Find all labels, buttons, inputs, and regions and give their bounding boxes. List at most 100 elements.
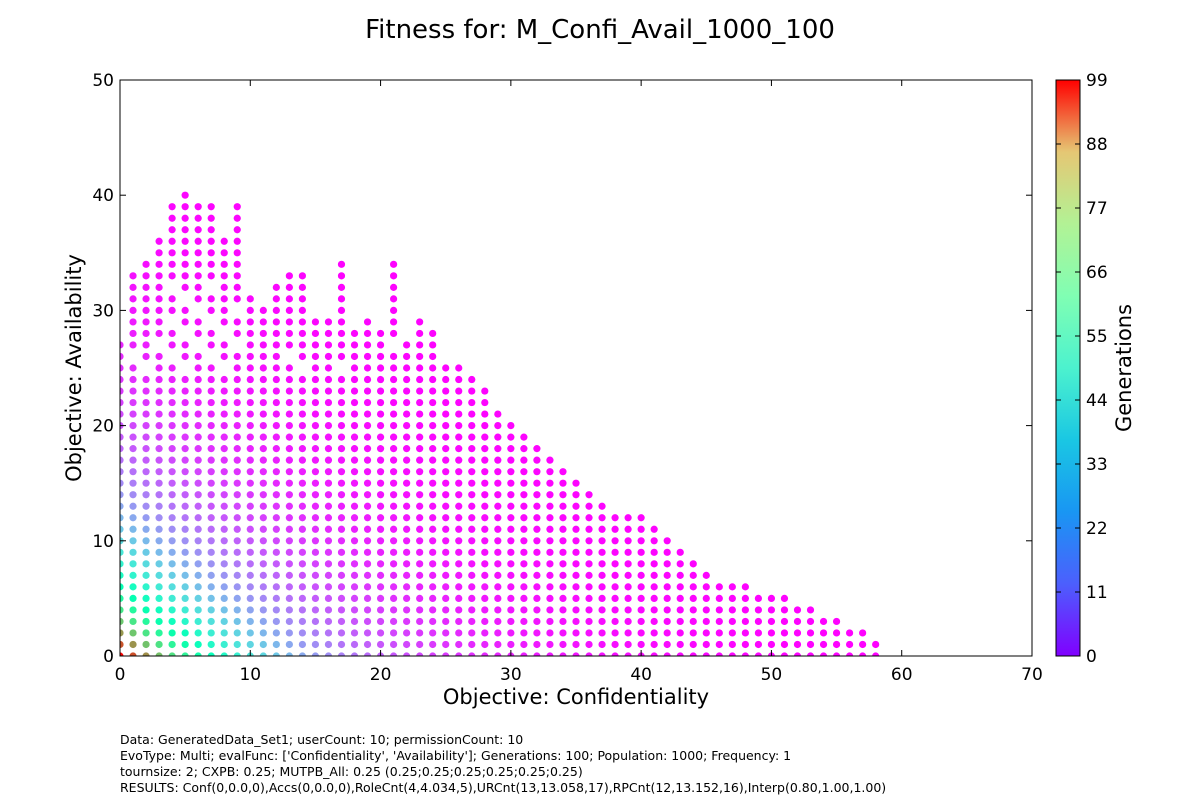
- x-tick-label: 20: [370, 665, 392, 685]
- scatter-point: [455, 387, 463, 395]
- scatter-point: [155, 260, 163, 268]
- scatter-point: [611, 525, 619, 533]
- scatter-point: [767, 640, 776, 649]
- scatter-point: [142, 479, 150, 487]
- scatter-point: [207, 272, 215, 280]
- scatter-point: [298, 422, 306, 430]
- scatter-point: [120, 456, 124, 464]
- scatter-point: [324, 341, 333, 349]
- scatter-point: [429, 617, 437, 626]
- scatter-point: [298, 537, 306, 545]
- scatter-point: [168, 537, 176, 545]
- scatter-point: [259, 548, 267, 556]
- colorbar-tick-label: 22: [1086, 519, 1108, 539]
- scatter-point: [546, 525, 554, 533]
- scatter-point: [520, 640, 528, 649]
- scatter-point: [442, 445, 450, 453]
- scatter-point: [416, 594, 424, 603]
- scatter-point: [181, 548, 189, 556]
- scatter-point: [129, 571, 137, 579]
- scatter-point: [507, 640, 515, 649]
- scatter-point: [494, 433, 502, 441]
- scatter-point: [168, 398, 176, 407]
- scatter-point: [689, 583, 697, 591]
- scatter-point: [363, 422, 372, 430]
- scatter-point: [481, 548, 489, 556]
- scatter-point: [754, 629, 763, 637]
- scatter-point: [207, 640, 215, 649]
- scatter-point: [846, 652, 854, 656]
- scatter-point: [337, 537, 346, 545]
- scatter-point: [233, 548, 241, 556]
- scatter-point: [233, 433, 241, 441]
- scatter-point: [481, 445, 489, 453]
- scatter-point: [220, 422, 228, 430]
- scatter-point: [611, 548, 619, 556]
- scatter-point: [376, 398, 385, 407]
- scatter-point: [233, 571, 241, 579]
- scatter-point: [259, 468, 267, 476]
- scatter-point: [233, 422, 241, 430]
- scatter-point: [337, 410, 346, 418]
- y-tick-label: 10: [92, 532, 114, 552]
- scatter-point: [442, 560, 450, 568]
- scatter-point: [494, 502, 502, 510]
- scatter-point: [142, 283, 150, 291]
- scatter-point: [324, 548, 333, 556]
- scatter-point: [546, 629, 554, 637]
- scatter-point: [181, 479, 189, 487]
- scatter-point: [702, 629, 710, 637]
- scatter-point: [780, 640, 789, 649]
- scatter-point: [442, 364, 450, 372]
- scatter-point: [403, 629, 411, 637]
- scatter-point: [403, 571, 411, 579]
- scatter-point: [376, 560, 385, 568]
- scatter-point: [298, 617, 306, 626]
- scatter-point: [637, 560, 645, 568]
- scatter-point: [272, 433, 280, 441]
- scatter-point: [403, 560, 411, 568]
- scatter-point: [403, 617, 411, 626]
- scatter-point: [533, 537, 541, 545]
- scatter-point: [285, 329, 293, 338]
- scatter-point: [220, 652, 228, 656]
- scatter-point: [337, 456, 346, 464]
- scatter-point: [142, 468, 150, 476]
- scatter-point: [494, 537, 502, 545]
- scatter-point: [246, 410, 254, 418]
- scatter-point: [259, 560, 267, 568]
- scatter-point: [155, 537, 163, 545]
- scatter-point: [259, 479, 267, 487]
- scatter-point: [233, 479, 241, 487]
- scatter-point: [246, 525, 254, 533]
- scatter-point: [390, 456, 398, 464]
- scatter-point: [559, 652, 567, 656]
- scatter-point: [246, 422, 254, 430]
- scatter-point: [220, 491, 228, 499]
- scatter-point: [220, 468, 228, 476]
- scatter-point: [246, 433, 254, 441]
- scatter-point: [363, 491, 372, 499]
- scatter-point: [298, 387, 306, 395]
- scatter-point: [363, 537, 372, 545]
- scatter-point: [285, 652, 293, 656]
- scatter-point: [806, 617, 815, 626]
- scatter-point: [298, 306, 306, 314]
- scatter-point: [741, 629, 749, 637]
- scatter-point: [363, 445, 372, 453]
- scatter-point: [350, 548, 359, 556]
- scatter-point: [455, 398, 463, 407]
- scatter-point: [416, 514, 424, 522]
- scatter-point: [311, 410, 320, 418]
- scatter-point: [350, 640, 359, 649]
- plot-frame: [119, 79, 1033, 657]
- scatter-point: [120, 583, 124, 591]
- scatter-point: [311, 468, 320, 476]
- scatter-point: [285, 629, 293, 637]
- scatter-point: [819, 652, 828, 656]
- scatter-point: [311, 387, 320, 395]
- scatter-point: [416, 548, 424, 556]
- scatter-point: [559, 629, 567, 637]
- scatter-point: [598, 594, 606, 603]
- scatter-point: [507, 606, 515, 614]
